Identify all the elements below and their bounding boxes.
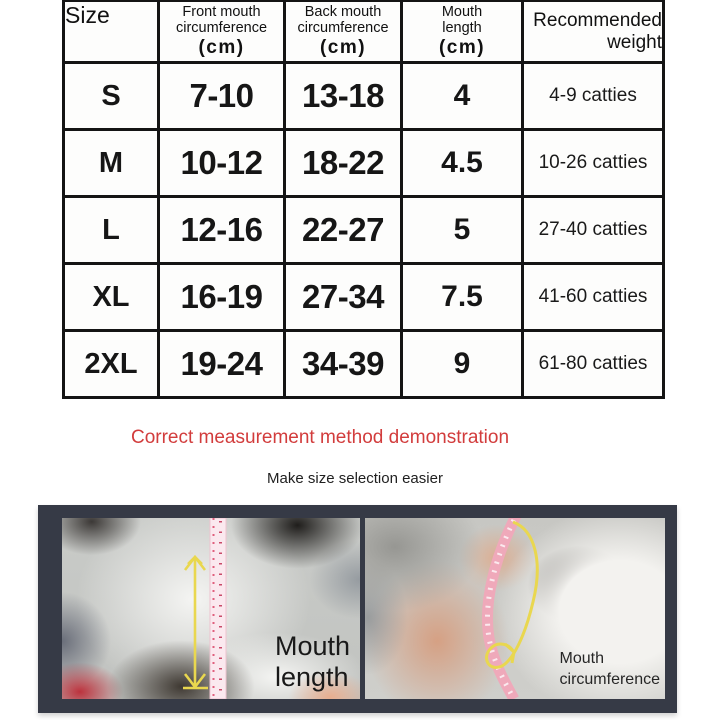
cell-back: 22-27 xyxy=(283,195,403,265)
table-row-l: L 12-16 22-27 5 27-40 catties xyxy=(62,195,665,265)
cell-front: 10-12 xyxy=(157,128,286,198)
table-row-s: S 7-10 13-18 4 4-9 catties xyxy=(62,61,665,131)
cell-front: 19-24 xyxy=(157,329,286,399)
mouth-length-label: Mouth length xyxy=(275,631,350,693)
photo-mouth-circumference: Mouth circumference xyxy=(365,518,665,699)
col-header-label: Back mouth circumference xyxy=(297,3,389,36)
cell-weight: 10-26 catties xyxy=(521,128,665,198)
size-selection-subtitle: Make size selection easier xyxy=(267,470,443,487)
table-row-2xl: 2XL 19-24 34-39 9 61-80 catties xyxy=(62,329,665,399)
table-row-xl: XL 16-19 27-34 7.5 41-60 catties xyxy=(62,262,665,332)
cell-length: 9 xyxy=(400,329,524,399)
col-header-label: Mouth length xyxy=(441,3,483,36)
measurement-photo-frame: Mouth length Mouth circumference xyxy=(38,505,677,713)
cell-back: 34-39 xyxy=(283,329,403,399)
col-header-unit: (cm) xyxy=(319,37,367,59)
col-header-recommended-weight: Recommended weight xyxy=(521,0,665,64)
mouth-length-label-line2: length xyxy=(274,662,349,693)
mouth-circumference-label: Mouth circumference xyxy=(560,649,660,691)
cell-front: 12-16 xyxy=(157,195,286,265)
cell-length: 5 xyxy=(400,195,524,265)
measurement-demo-title: Correct measurement method demonstration xyxy=(130,427,510,448)
col-header-front-circumference: Front mouth circumference (cm) xyxy=(157,0,286,64)
measuring-tape xyxy=(209,518,227,699)
mouth-circumference-label-line2: circumference xyxy=(559,671,660,689)
cell-weight: 41-60 catties xyxy=(521,262,665,332)
col-header-back-circumference: Back mouth circumference (cm) xyxy=(283,0,403,64)
table-row-m: M 10-12 18-22 4.5 10-26 catties xyxy=(62,128,665,198)
cell-size: 2XL xyxy=(62,329,160,399)
mouth-length-overlay xyxy=(183,518,227,699)
cell-size: M xyxy=(62,128,160,198)
cell-weight: 61-80 catties xyxy=(521,329,665,399)
cell-back: 13-18 xyxy=(283,61,403,131)
col-header-label: Front mouth circumference xyxy=(175,3,268,36)
cell-length: 7.5 xyxy=(400,262,524,332)
col-header-unit: (cm) xyxy=(198,37,245,59)
col-header-label: Recommended weight xyxy=(533,10,662,53)
cell-length: 4.5 xyxy=(400,128,524,198)
length-arrow xyxy=(183,554,208,690)
photo-mouth-length: Mouth length xyxy=(62,518,360,699)
col-header-mouth-length: Mouth length (cm) xyxy=(400,0,524,64)
table-header-row: Size Front mouth circumference (cm) Back… xyxy=(62,0,665,64)
circumference-arrow xyxy=(485,520,539,669)
mouth-circumference-overlay xyxy=(481,518,539,699)
cell-size: XL xyxy=(62,262,160,332)
cell-weight: 27-40 catties xyxy=(521,195,665,265)
cell-size: S xyxy=(62,61,160,131)
col-header-unit: (cm) xyxy=(438,37,486,59)
mouth-circumference-label-line1: Mouth xyxy=(559,650,604,668)
cell-front: 16-19 xyxy=(157,262,286,332)
cell-back: 18-22 xyxy=(283,128,403,198)
size-chart-table: Size Front mouth circumference (cm) Back… xyxy=(62,0,665,399)
cell-back: 27-34 xyxy=(283,262,403,332)
col-header-size: Size xyxy=(62,0,160,64)
cell-weight: 4-9 catties xyxy=(521,61,665,131)
cell-length: 4 xyxy=(400,61,524,131)
cell-front: 7-10 xyxy=(157,61,286,131)
mouth-length-label-line1: Mouth xyxy=(274,631,350,662)
cell-size: L xyxy=(62,195,160,265)
